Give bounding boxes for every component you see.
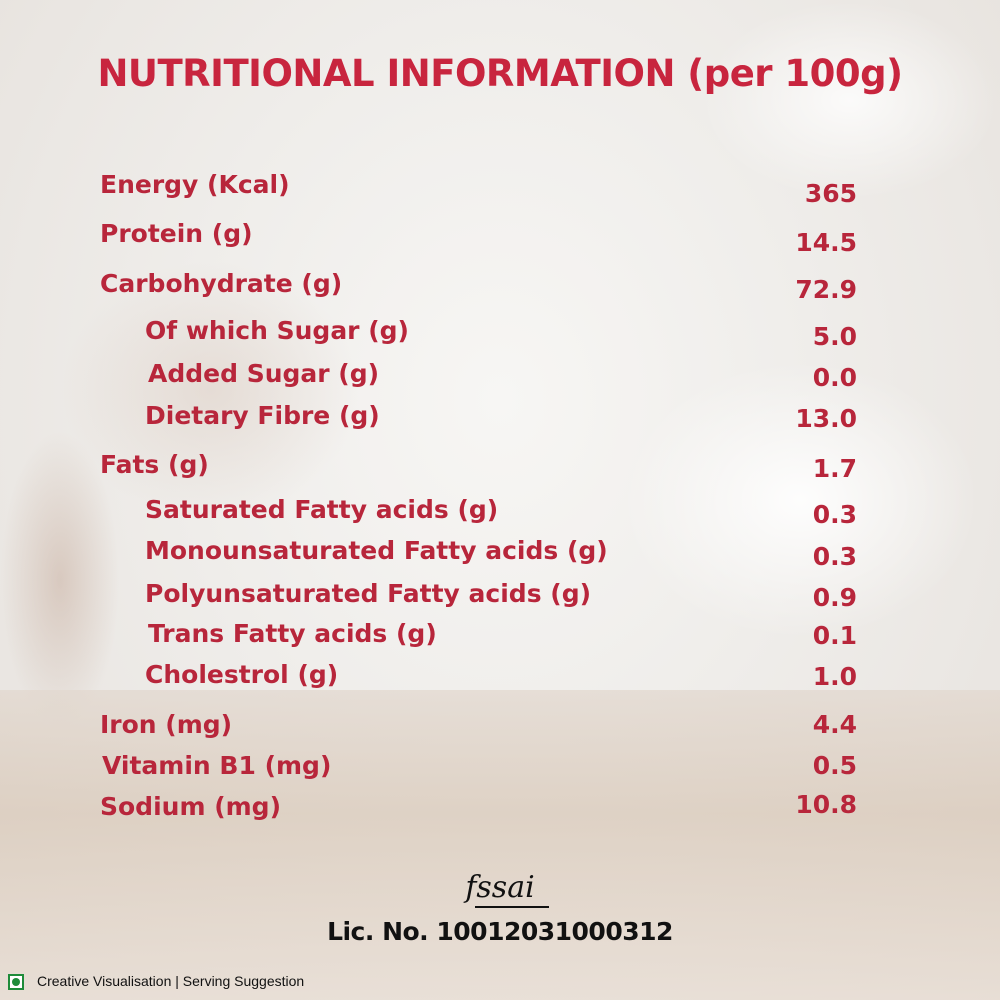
row-value: 1.0 <box>812 662 857 691</box>
row-value: 365 <box>804 179 857 208</box>
row-label: Trans Fatty acids (g) <box>148 619 437 648</box>
row-label: Iron (mg) <box>100 710 233 739</box>
table-row: Protein (g) 14.5 <box>0 219 1000 259</box>
row-value: 13.0 <box>795 404 857 433</box>
row-value: 0.3 <box>812 500 857 529</box>
table-row: Cholestrol (g) 1.0 <box>0 660 1000 700</box>
row-value: 5.0 <box>812 322 857 351</box>
row-value: 0.5 <box>812 751 857 780</box>
vegetarian-mark-icon <box>8 974 24 990</box>
row-label: Fats (g) <box>100 450 209 479</box>
row-value: 4.4 <box>812 710 857 739</box>
table-row: Vitamin B1 (mg) 0.5 <box>0 751 1000 791</box>
row-value: 10.8 <box>795 790 857 819</box>
row-label: Vitamin B1 (mg) <box>102 751 332 780</box>
row-label: Energy (Kcal) <box>100 170 290 199</box>
table-row: Monounsaturated Fatty acids (g) 0.3 <box>0 536 1000 576</box>
row-value: 0.1 <box>812 621 857 650</box>
page-title: NUTRITIONAL INFORMATION (per 100g) <box>97 52 903 95</box>
table-row: Of which Sugar (g) 5.0 <box>0 316 1000 356</box>
row-label: Of which Sugar (g) <box>145 316 409 345</box>
row-label: Cholestrol (g) <box>145 660 339 689</box>
table-row: Saturated Fatty acids (g) 0.3 <box>0 495 1000 535</box>
row-value: 1.7 <box>812 454 857 483</box>
table-row: Iron (mg) 4.4 <box>0 710 1000 750</box>
row-label: Monounsaturated Fatty acids (g) <box>145 536 608 565</box>
fssai-logo: fssai <box>465 870 535 905</box>
table-row: Carbohydrate (g) 72.9 <box>0 269 1000 309</box>
table-row: Energy (Kcal) 365 <box>0 170 1000 210</box>
row-label: Saturated Fatty acids (g) <box>145 495 499 524</box>
disclaimer-text: Creative Visualisation | Serving Suggest… <box>37 973 305 989</box>
table-row: Trans Fatty acids (g) 0.1 <box>0 619 1000 659</box>
row-label: Dietary Fibre (g) <box>145 401 380 430</box>
row-label: Carbohydrate (g) <box>100 269 343 298</box>
row-value: 72.9 <box>795 275 857 304</box>
table-row: Dietary Fibre (g) 13.0 <box>0 401 1000 441</box>
row-value: 0.9 <box>812 583 857 612</box>
table-row: Polyunsaturated Fatty acids (g) 0.9 <box>0 579 1000 619</box>
row-value: 0.3 <box>812 542 857 571</box>
fssai-logo-underline <box>475 906 549 908</box>
fssai-license-number: Lic. No. 10012031000312 <box>327 917 673 946</box>
table-row: Sodium (mg) 10.8 <box>0 790 1000 832</box>
table-row: Added Sugar (g) 0.0 <box>0 359 1000 399</box>
row-value: 0.0 <box>812 363 857 392</box>
row-label: Protein (g) <box>100 219 253 248</box>
row-value: 14.5 <box>795 228 857 257</box>
table-row: Fats (g) 1.7 <box>0 450 1000 490</box>
row-label: Added Sugar (g) <box>148 359 380 388</box>
row-label: Polyunsaturated Fatty acids (g) <box>145 579 592 608</box>
row-label: Sodium (mg) <box>100 792 281 821</box>
